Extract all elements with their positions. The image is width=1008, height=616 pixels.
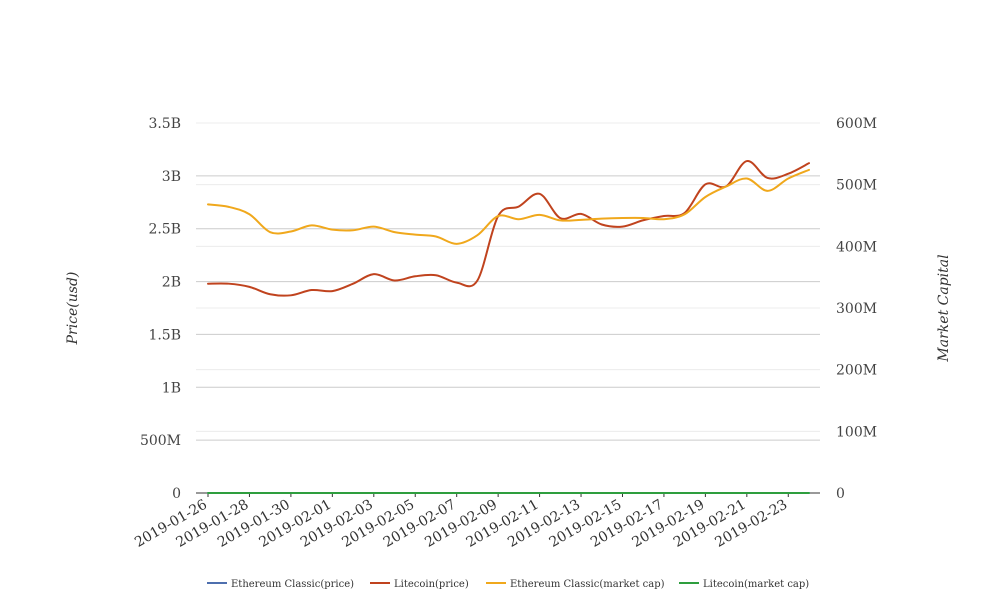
- legend: Ethereum Classic(price) Litecoin(price) Et…: [207, 579, 809, 590]
- series-line-ethereum-classic-market-cap: [207, 168, 810, 245]
- right-tick-label: 0: [836, 486, 845, 502]
- left-tick-label: 1.5B: [148, 327, 181, 343]
- left-axis-title: Price(usd): [65, 272, 81, 346]
- left-tick-label: 500M: [140, 433, 181, 449]
- series-line-litecoin-price: [207, 160, 810, 297]
- legend-label: Litecoin(market cap): [703, 579, 809, 590]
- right-tick-label: 500M: [836, 178, 877, 194]
- grid: [196, 122, 820, 441]
- legend-label: Ethereum Classic(price): [231, 579, 354, 590]
- legend-item[interactable]: Ethereum Classic(price): [207, 579, 354, 590]
- right-tick-label: 200M: [836, 363, 877, 379]
- left-tick-label: 2.5B: [148, 222, 181, 238]
- legend-label: Litecoin(price): [394, 579, 469, 590]
- right-tick-label: 600M: [836, 116, 877, 132]
- legend-item[interactable]: Ethereum Classic(market cap): [486, 579, 665, 590]
- left-tick-label: 3.5B: [148, 116, 181, 132]
- left-tick-label: 0: [172, 486, 181, 502]
- legend-item[interactable]: Litecoin(price): [370, 579, 469, 590]
- left-tick-label: 3B: [162, 169, 181, 185]
- right-tick-label: 400M: [836, 239, 877, 255]
- right-axis-title: Market Capital: [936, 254, 952, 362]
- legend-label: Ethereum Classic(market cap): [510, 579, 665, 590]
- left-tick-label: 1B: [162, 380, 181, 396]
- legend-item[interactable]: Litecoin(market cap): [679, 579, 809, 590]
- right-tick-label: 300M: [836, 301, 877, 317]
- left-tick-label: 2B: [162, 275, 181, 291]
- right-axis-ticks: 0 100M 200M 300M 400M 500M 600M: [836, 116, 877, 502]
- right-tick-label: 100M: [836, 424, 877, 440]
- left-axis-ticks: 0 500M 1B 1.5B 2B 2.5B 3B 3.5B: [140, 116, 181, 502]
- series: [207, 160, 810, 495]
- x-axis-ticks: 2019-01-262019-01-282019-01-302019-02-01…: [132, 493, 790, 551]
